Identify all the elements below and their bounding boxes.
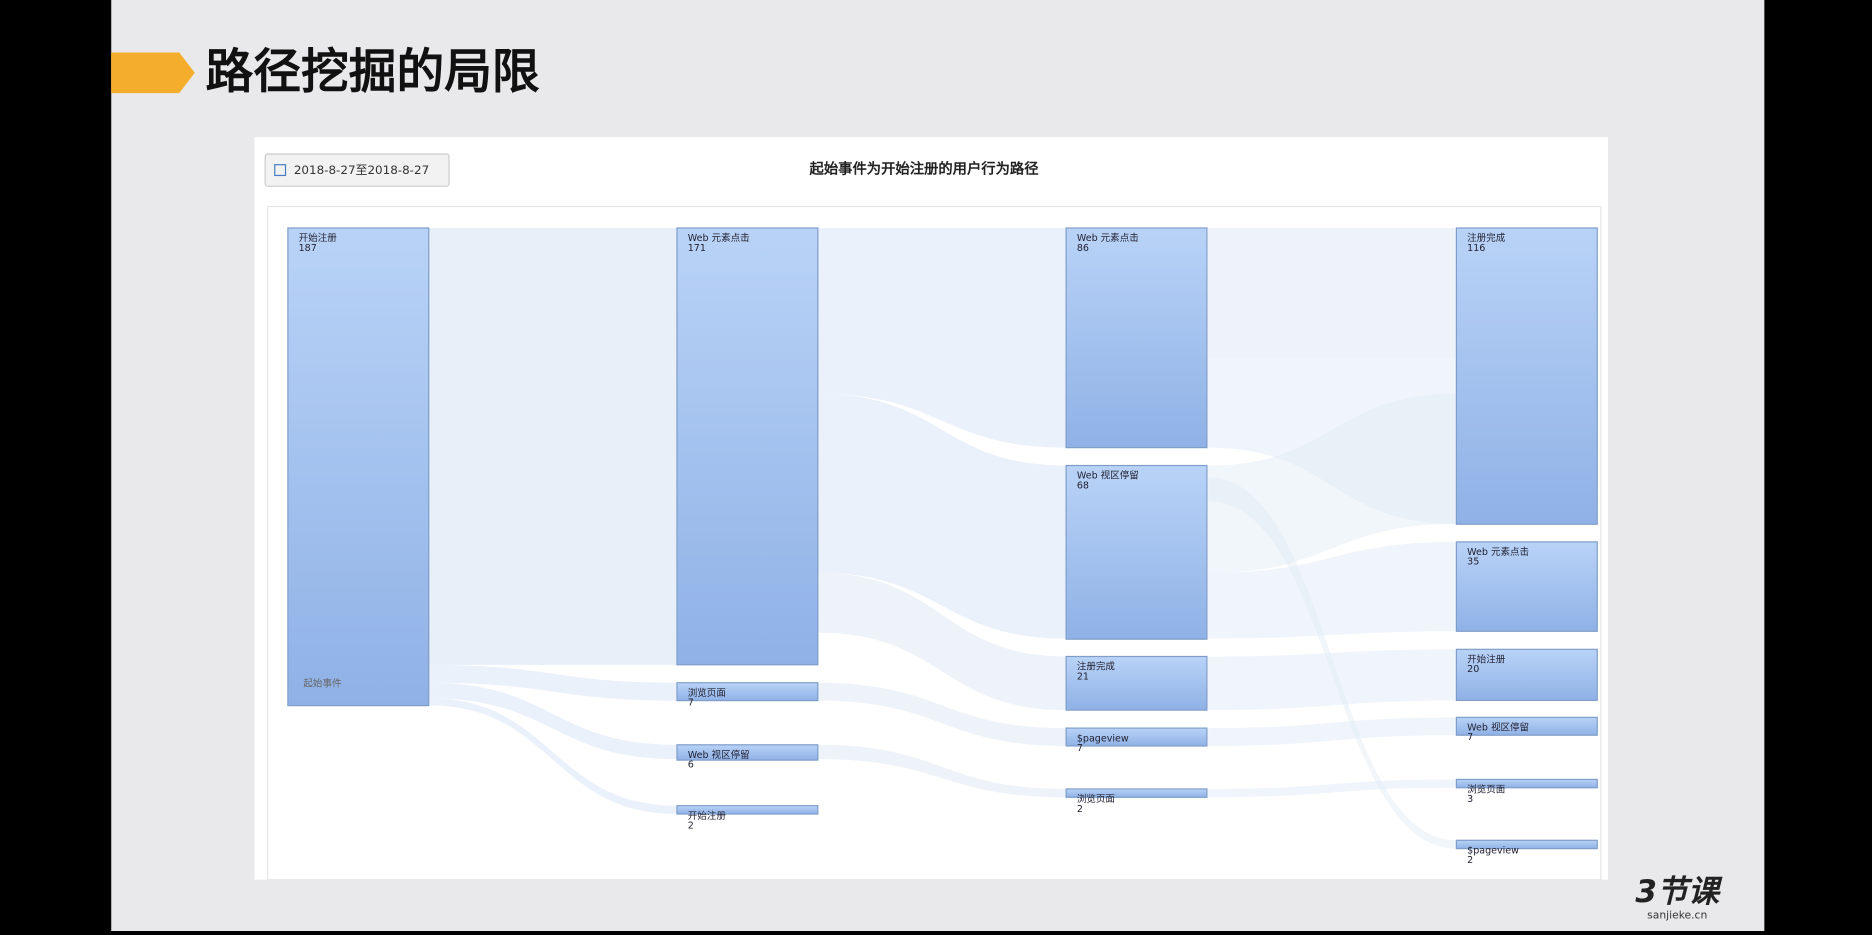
node-label: Web 视区停留 xyxy=(688,749,750,761)
node-label: 开始注册 xyxy=(299,232,338,244)
path-node[interactable] xyxy=(1455,648,1598,701)
node-value: 35 xyxy=(1467,557,1479,568)
node-value: 3 xyxy=(1467,794,1473,805)
start-label: 起始事件 xyxy=(303,677,342,689)
node-value: 2 xyxy=(1077,804,1083,815)
flow xyxy=(428,682,677,760)
path-node[interactable] xyxy=(676,227,819,666)
node-value: 7 xyxy=(688,698,694,709)
path-node[interactable] xyxy=(1065,464,1208,640)
logo-brand: 3节课 xyxy=(1635,874,1723,910)
title-arrow xyxy=(111,52,195,94)
flow xyxy=(1208,541,1457,639)
flow xyxy=(817,393,1067,639)
node-label: $pageview xyxy=(1467,846,1519,857)
path-node[interactable] xyxy=(1455,227,1598,525)
path-node[interactable] xyxy=(1455,778,1598,789)
flow xyxy=(1208,227,1457,359)
node-value: 68 xyxy=(1077,480,1089,491)
node-label: Web 视区停留 xyxy=(1467,722,1529,734)
node-value: 21 xyxy=(1077,671,1089,682)
path-node[interactable] xyxy=(1065,227,1208,449)
node-label: Web 元素点击 xyxy=(1467,546,1529,558)
path-node[interactable] xyxy=(1455,839,1598,850)
node-value: 7 xyxy=(1077,743,1083,754)
node-value: 86 xyxy=(1077,243,1089,254)
flow xyxy=(817,572,1067,711)
path-node[interactable] xyxy=(676,744,819,761)
flow xyxy=(817,744,1067,798)
node-label: 浏览页面 xyxy=(1467,784,1505,796)
flow xyxy=(1208,649,1457,711)
flow xyxy=(428,664,677,701)
node-label: 开始注册 xyxy=(1467,654,1506,666)
node-label: 浏览页面 xyxy=(688,687,726,699)
flow xyxy=(428,227,677,665)
flow xyxy=(1208,358,1457,524)
flow xyxy=(1208,717,1457,746)
path-node[interactable] xyxy=(1065,788,1208,798)
date-range: 2018-8-27至2018-8-27 xyxy=(294,163,429,177)
node-value: 7 xyxy=(1467,732,1473,743)
path-node[interactable] xyxy=(287,227,430,707)
node-value: 2 xyxy=(688,820,694,831)
flow xyxy=(1208,477,1457,849)
path-node[interactable] xyxy=(1455,541,1598,632)
path-node[interactable] xyxy=(676,805,819,815)
slide-title: 路径挖掘的局限 xyxy=(206,45,540,100)
node-value: 6 xyxy=(688,760,694,771)
node-label: 注册完成 xyxy=(1467,232,1506,244)
node-label: Web 元素点击 xyxy=(1077,232,1139,244)
flow xyxy=(817,227,1067,448)
node-value: 116 xyxy=(1467,243,1485,254)
flow xyxy=(1208,393,1457,573)
node-value: 20 xyxy=(1467,664,1479,675)
calendar-icon xyxy=(274,164,287,177)
node-label: 注册完成 xyxy=(1077,661,1116,673)
node-value: 171 xyxy=(688,243,706,254)
node-label: $pageview xyxy=(1077,733,1129,744)
node-value: 2 xyxy=(1467,855,1473,866)
node-label: 浏览页面 xyxy=(1077,793,1115,805)
path-node[interactable] xyxy=(1455,716,1598,736)
node-value: 187 xyxy=(299,243,317,254)
logo-site: sanjieke.cn xyxy=(1647,908,1707,921)
path-node[interactable] xyxy=(676,682,819,702)
node-label: Web 视区停留 xyxy=(1077,470,1139,482)
node-label: Web 元素点击 xyxy=(688,232,750,244)
panel-title: 起始事件为开始注册的用户行为路径 xyxy=(809,159,1040,177)
path-node[interactable] xyxy=(1065,655,1208,711)
date-button[interactable] xyxy=(264,153,450,187)
path-node[interactable] xyxy=(1065,727,1208,747)
flow xyxy=(428,698,677,815)
flow xyxy=(817,682,1067,746)
flow xyxy=(1208,779,1457,798)
node-label: 开始注册 xyxy=(688,810,727,822)
